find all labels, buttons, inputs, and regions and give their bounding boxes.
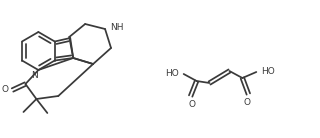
- Text: O: O: [188, 100, 195, 109]
- Text: N: N: [31, 71, 37, 80]
- Text: HO: HO: [165, 70, 179, 79]
- Text: HO: HO: [261, 67, 275, 76]
- Text: O: O: [2, 86, 9, 95]
- Text: NH: NH: [110, 23, 124, 33]
- Text: O: O: [244, 98, 251, 107]
